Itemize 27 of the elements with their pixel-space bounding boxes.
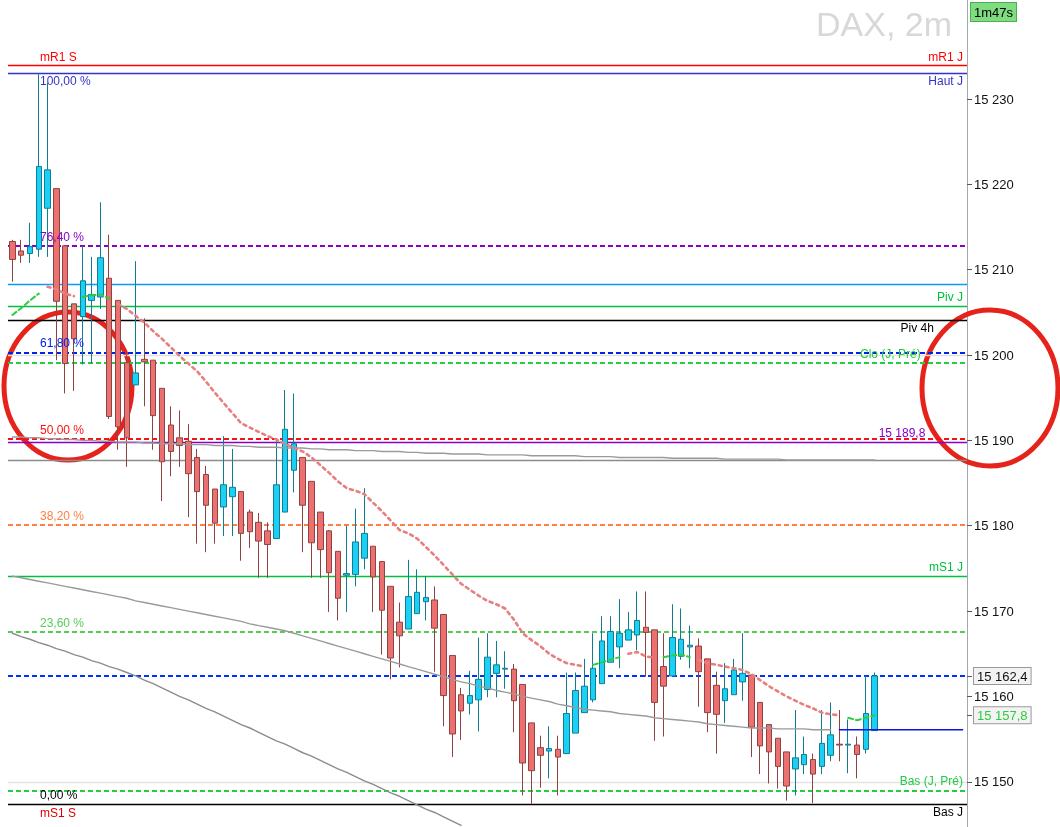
ref-line-label: mR1 J <box>928 49 963 64</box>
ref-line-label: Bas J <box>932 804 963 819</box>
annotation: 23,60 % <box>40 615 85 630</box>
annotation: mS1 S <box>40 805 77 820</box>
y-tick-label: 15 157,8 <box>977 708 1028 724</box>
y-tick-label: 15 220 <box>974 176 1014 192</box>
y-tick-label: 15 200 <box>974 347 1014 363</box>
y-tick-label: 15 160 <box>974 688 1014 704</box>
y-tick-label: 15 210 <box>974 262 1014 278</box>
text: 1m47s <box>974 5 1014 20</box>
y-tick-label: 15 170 <box>974 603 1014 619</box>
y-tick-label: 15 162,4 <box>977 668 1028 684</box>
annotation: 100,00 % <box>40 74 92 89</box>
ref-line-label: Haut J <box>928 74 963 89</box>
ref-line-label: Bas (J, Pré) <box>899 774 963 789</box>
y-tick-label: 15 180 <box>974 518 1014 534</box>
annotation: 38,20 % <box>40 508 85 523</box>
y-tick-label: 15 230 <box>974 91 1014 107</box>
annotation: mR1 S <box>40 49 77 64</box>
ref-line-label: Piv 4h <box>900 321 934 336</box>
ref-line-label: 15 189,8 <box>878 426 926 441</box>
annotation: 50,00 % <box>40 422 85 437</box>
y-tick-label: 15 150 <box>974 774 1014 790</box>
y-tick-label: 15 190 <box>974 432 1014 448</box>
ref-line-label: mS1 J <box>928 560 963 575</box>
annotation: 0,00 % <box>40 787 78 802</box>
ref-line-label: Piv J <box>936 290 963 305</box>
